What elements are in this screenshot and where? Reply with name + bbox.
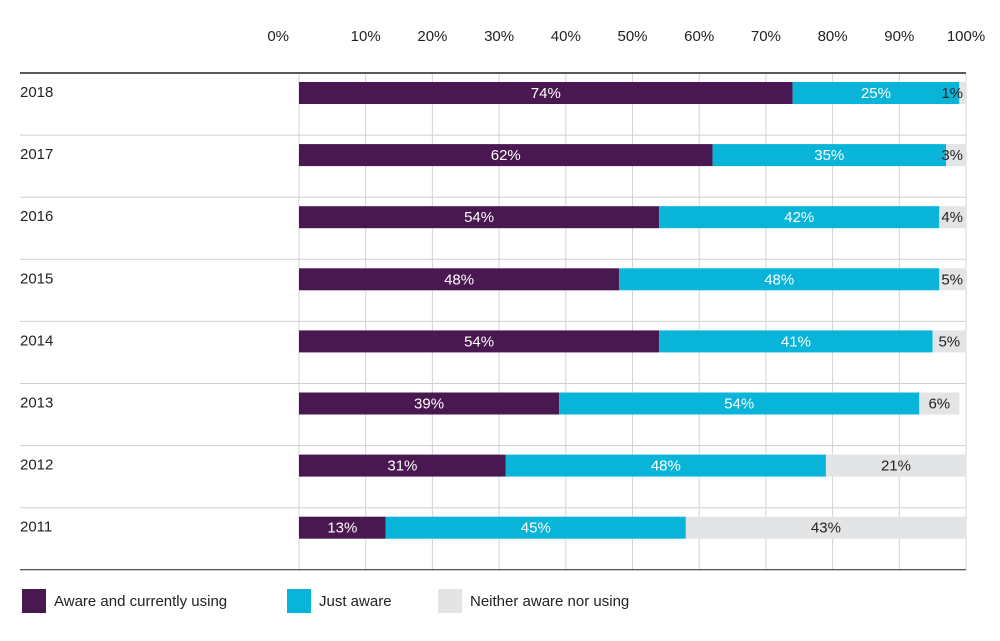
bar-segment: [685, 516, 966, 539]
y-category-label: 2011: [20, 519, 52, 536]
y-category-label: 2013: [20, 394, 53, 411]
y-category-label: 2014: [20, 332, 53, 349]
data-label: 1%: [941, 85, 963, 102]
bar-segment: [945, 144, 966, 167]
bar-segment: [659, 330, 933, 353]
x-tick-label: 100%: [947, 28, 985, 45]
data-label: 5%: [941, 271, 963, 288]
row-separators: [20, 72, 966, 571]
legend-swatch: [22, 589, 46, 613]
data-label: 35%: [814, 147, 844, 164]
bar-segment: [959, 82, 966, 104]
data-label: 54%: [464, 333, 494, 350]
y-category-label: 2017: [20, 146, 53, 163]
data-label: 3%: [941, 147, 963, 164]
bar-segment: [825, 454, 966, 477]
bar-segment: [299, 330, 660, 353]
legend-label: Just aware: [319, 593, 392, 610]
x-tick-label: 0%: [267, 28, 289, 45]
data-label: 5%: [938, 333, 960, 350]
y-axis-labels: 2018 2017 2016 2015 2014 2013 2012 2011: [20, 84, 53, 536]
data-label: 62%: [491, 147, 521, 164]
x-tick-label: 40%: [551, 28, 581, 45]
bar-segment: [932, 330, 966, 353]
legend-swatch: [438, 589, 462, 613]
data-label: 43%: [811, 520, 841, 537]
x-tick-label: 90%: [884, 28, 914, 45]
bar-segment: [505, 454, 826, 477]
x-tick-label: 70%: [751, 28, 781, 45]
x-tick-label: 60%: [684, 28, 714, 45]
bar-segment: [299, 82, 793, 104]
bar-segment: [299, 454, 506, 477]
data-label: 4%: [941, 209, 963, 226]
bar-segment: [299, 392, 560, 415]
data-label: 39%: [414, 395, 444, 412]
data-label: 42%: [784, 209, 814, 226]
x-tick-label: 20%: [417, 28, 447, 45]
bar-segment: [939, 206, 966, 229]
x-tick-label: 10%: [351, 28, 381, 45]
bar-segment: [712, 144, 946, 167]
y-category-label: 2016: [20, 208, 53, 225]
data-label: 21%: [881, 458, 911, 475]
data-label: 48%: [764, 271, 794, 288]
legend: Aware and currently using Just aware Neith…: [22, 589, 629, 613]
data-label: 48%: [444, 271, 474, 288]
data-label: 74%: [531, 85, 561, 102]
data-label: 45%: [521, 520, 551, 537]
x-tick-label: 30%: [484, 28, 514, 45]
data-label: 31%: [387, 458, 417, 475]
bars: 74% 25% 1% 62% 35% 3% 54% 42% 4% 48% 48% 5% 54% 41% 5%…: [299, 82, 966, 539]
data-label: 54%: [724, 395, 754, 412]
bar-segment: [299, 144, 713, 167]
bar-segment: [299, 268, 620, 291]
y-category-label: 2015: [20, 270, 53, 287]
bar-segment: [919, 392, 960, 415]
x-tick-label: 50%: [617, 28, 647, 45]
bar-segment: [299, 516, 386, 539]
bar-segment: [792, 82, 960, 104]
legend-swatch: [287, 589, 311, 613]
data-label: 41%: [781, 333, 811, 350]
bar-segment: [385, 516, 686, 539]
bar-segment: [619, 268, 940, 291]
data-label: 48%: [651, 458, 681, 475]
y-category-label: 2018: [20, 84, 53, 101]
x-axis-ticks: 0% 10% 20% 30% 40% 50% 60% 70% 80% 90% 100%: [267, 28, 985, 45]
data-label: 6%: [928, 395, 950, 412]
legend-label: Aware and currently using: [54, 593, 227, 610]
bar-segment: [299, 206, 660, 229]
bar-segment: [939, 268, 966, 291]
bar-segment: [559, 392, 920, 415]
data-label: 13%: [327, 520, 357, 537]
bar-segment: [659, 206, 940, 229]
data-label: 54%: [464, 209, 494, 226]
y-category-label: 2012: [20, 457, 53, 474]
x-tick-label: 80%: [818, 28, 848, 45]
data-label: 25%: [861, 85, 891, 102]
legend-label: Neither aware nor using: [470, 593, 629, 610]
